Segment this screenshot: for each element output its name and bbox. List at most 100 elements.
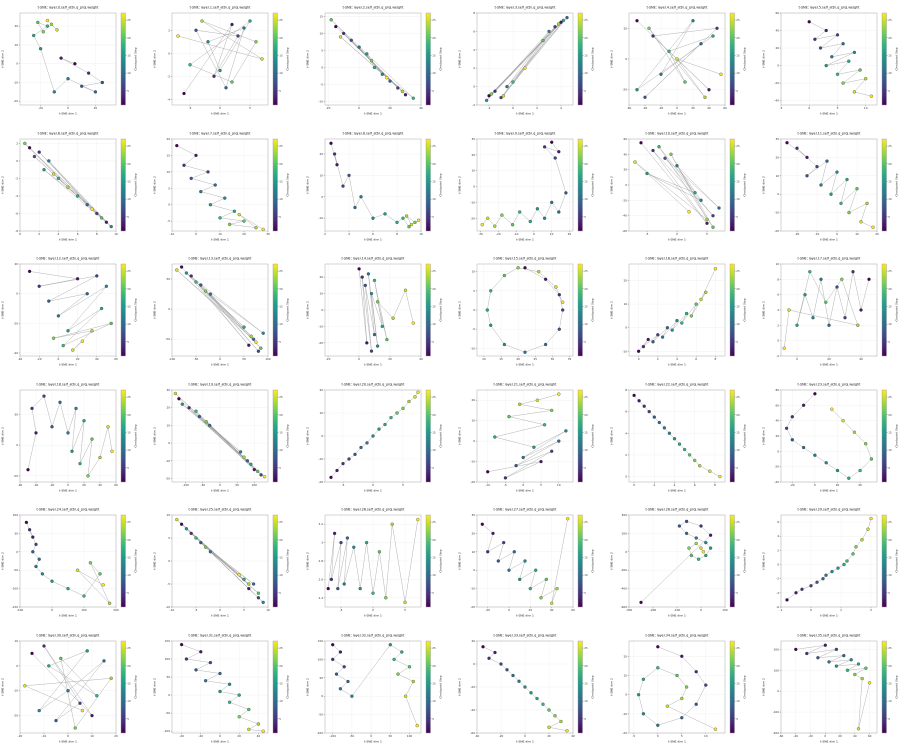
y-tick-label: 20 <box>319 151 323 155</box>
checkpoint-marker <box>400 406 405 410</box>
x-axis-label: t-SNE dim 1 <box>821 112 839 116</box>
colorbar-tick-label: 10 <box>736 573 740 577</box>
x-tick-label: 10 <box>114 232 118 236</box>
x-tick-label: 20 <box>876 232 880 236</box>
colorbar-tick-label: 10 <box>584 573 588 577</box>
colorbar <box>577 138 583 231</box>
x-tick-label: -1 <box>780 608 783 612</box>
x-axis-label: t-SNE dim 1 <box>59 488 77 492</box>
colorbar-tick-label: 20 <box>280 161 284 165</box>
checkpoint-marker <box>32 154 37 158</box>
checkpoint-marker <box>26 467 30 471</box>
checkpoint-marker <box>88 561 93 565</box>
colorbar-tick-label: 25 <box>736 18 740 22</box>
colorbar-label: Checkpoint Step <box>590 173 594 196</box>
y-axis-label: t-SNE dim 2 <box>1 176 5 194</box>
colorbar-label: Checkpoint Step <box>743 675 747 698</box>
y-axis-label: t-SNE dim 2 <box>153 50 157 68</box>
x-axis-label: t-SNE dim 1 <box>668 739 686 743</box>
colorbar-tick-label: 5 <box>432 716 434 720</box>
x-tick-label: 20 <box>388 106 392 110</box>
y-tick-label: 5 <box>169 536 171 540</box>
checkpoint-marker <box>247 582 251 586</box>
y-tick-label: 2 <box>16 141 18 145</box>
checkpoint-marker <box>836 33 840 37</box>
x-tick-label: -100 <box>183 483 190 487</box>
colorbar <box>120 389 126 482</box>
x-tick-label: 0 <box>67 734 69 738</box>
checkpoint-marker <box>194 280 198 284</box>
y-tick-label: 0 <box>778 689 780 693</box>
checkpoint-marker <box>557 327 561 331</box>
x-tick-label: -10 <box>170 608 175 612</box>
x-tick-label: -50 <box>349 734 354 738</box>
y-tick-label: 0 <box>473 568 475 572</box>
tsne-subplot-layer-29: -1 0 1 2 -6 -4 -2 0 2 4 6 t-SNE: layer.29.self_attn… <box>761 502 913 628</box>
checkpoint-marker <box>713 727 718 731</box>
x-tick-label: 0 <box>797 357 799 361</box>
tsne-chart-svg: -20 0 20 40 60 -20 -10 0 10 20 30 t-SNE: layer.27.s… <box>457 508 594 618</box>
colorbar-tick-label: 25 <box>280 18 284 22</box>
y-axis-label: t-SNE dim 2 <box>457 50 461 68</box>
y-tick-label: 0 <box>321 194 323 198</box>
x-tick-label: 0 <box>809 106 811 110</box>
y-tick-label: -600 <box>621 605 628 609</box>
y-tick-label: 4 <box>625 431 627 435</box>
y-tick-label: 150 <box>317 639 323 643</box>
checkpoint-marker <box>528 586 532 591</box>
checkpoint-marker <box>412 220 417 224</box>
checkpoint-marker <box>98 455 102 459</box>
x-tick-label: 40 <box>419 357 423 361</box>
checkpoint-marker <box>95 211 99 215</box>
checkpoint-marker <box>194 409 198 413</box>
checkpoint-marker <box>835 285 840 289</box>
checkpoint-marker <box>395 671 400 676</box>
x-tick-label: 50 <box>236 483 240 487</box>
tsne-subplot-layer-34: -5 0 5 10 -20 -10 0 10 20 t-SNE: layer.34.self_at… <box>609 628 761 753</box>
tsne-chart-svg: -5 0 5 10 -20 -10 0 10 20 t-SNE: layer.34.self_at… <box>610 633 747 743</box>
y-tick-label: 6 <box>473 29 475 33</box>
checkpoint-marker <box>841 418 846 422</box>
y-tick-label: -20 <box>470 605 475 609</box>
y-tick-label: -5 <box>168 219 171 223</box>
colorbar-tick-label: 20 <box>127 161 131 165</box>
checkpoint-marker <box>864 441 868 445</box>
y-axis-label: t-SNE dim 2 <box>153 678 157 696</box>
checkpoint-marker <box>228 682 232 686</box>
checkpoint-marker <box>560 300 565 304</box>
subplot-title: t-SNE: layer.30.self_attn.q_proj.weight <box>37 633 101 637</box>
colorbar-tick-label: 5 <box>736 340 738 344</box>
y-tick-label: -50 <box>166 711 171 715</box>
checkpoint-marker <box>856 323 860 327</box>
x-tick-label: 0 <box>219 483 221 487</box>
colorbar-tick-label: 20 <box>432 36 436 40</box>
y-tick-label: -40 <box>775 480 780 484</box>
checkpoint-marker <box>871 225 876 229</box>
checkpoint-marker <box>107 601 112 605</box>
checkpoint-marker <box>340 183 345 188</box>
x-axis-label: t-SNE dim 1 <box>59 614 77 618</box>
subplot-title: t-SNE: layer.12.self_attn.q_proj.weight <box>37 257 101 261</box>
x-tick-label: -5 <box>341 483 344 487</box>
checkpoint-marker <box>335 586 340 591</box>
checkpoint-marker <box>100 80 104 85</box>
checkpoint-marker <box>261 227 266 231</box>
x-tick-label: 20 <box>836 483 840 487</box>
tsne-subplot-layer-24: -100 0 100 200 -150 -100 -50 0 50 100 t-SNE: layer… <box>0 502 152 628</box>
tsne-chart-svg: -5 0 5 -4 -2 0 2 t-SNE: layer.1.self_attn.q_pro… <box>153 6 290 116</box>
colorbar-tick-label: 10 <box>432 573 436 577</box>
colorbar <box>577 12 583 106</box>
x-tick-label: -10 <box>170 232 175 236</box>
y-tick-label: 40 <box>776 418 780 422</box>
checkpoint-marker <box>237 692 242 697</box>
colorbar-tick-label: 10 <box>280 448 284 452</box>
checkpoint-marker <box>512 550 516 554</box>
tsne-subplot-layer-35: -60 -40 -20 0 20 40 60 -200 -100 0 100 200 t-SNE: la… <box>761 628 913 753</box>
trajectory-line <box>796 644 871 729</box>
checkpoint-marker <box>669 152 673 156</box>
checkpoint-marker <box>369 59 373 63</box>
checkpoint-marker <box>835 169 840 174</box>
tsne-subplot-layer-21: -10 -5 0 5 10 -20 -10 0 10 20 t-SNE: layer.21.self… <box>457 377 609 503</box>
colorbar-tick-label: 20 <box>736 538 740 542</box>
x-tick-label: 2 <box>657 357 659 361</box>
